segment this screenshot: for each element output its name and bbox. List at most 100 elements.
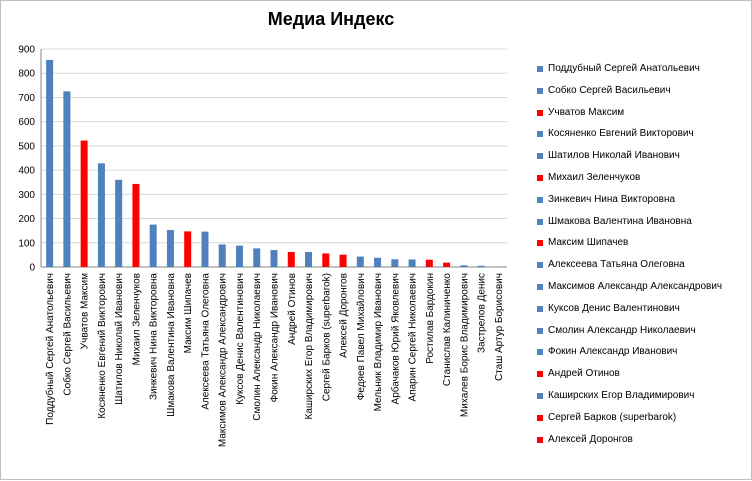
x-tick-label: Мельник Владимир Иванович [373,273,384,411]
x-tick-label: Сергей Барков (superbarok) [321,273,332,401]
x-tick-label: Каширских Егор Владимирович [304,273,315,419]
bar [288,252,295,267]
bar [374,258,381,267]
bar [236,246,243,267]
legend-label: Каширских Егор Владимирович [548,390,694,402]
legend-swatch [537,66,543,72]
x-tick-label: Максимов Александр Александрович [218,273,229,447]
y-tick-label: 300 [18,190,35,201]
legend-swatch [537,306,543,312]
legend-swatch [537,371,543,377]
legend-label: Фокин Александр Иванович [548,346,677,358]
legend-label: Шмакова Валентина Ивановна [548,216,692,228]
bar [184,231,191,267]
x-tick-label: Зинкевич Нина Викторовна [149,273,160,400]
x-tick-label: Фокин Александр Иванович [270,273,281,402]
x-tick-label: Михалев Борис Владимирович [459,273,470,417]
bar [340,255,347,267]
y-tick-label: 0 [29,263,35,274]
legend-label: Зинкевич Нина Викторовна [548,194,675,206]
x-tick-label: Косяненко Евгений Викторович [97,273,108,419]
legend-swatch [537,219,543,225]
bar [150,225,157,267]
x-tick-label: Сташ Артур Борисович [494,273,505,381]
x-tick-label: Федяев Павел Михайлович [356,273,367,400]
legend-swatch [537,88,543,94]
x-tick-label: Станислав Калиниченко [442,273,453,387]
x-tick-label: Шмакова Валентина Ивановна [166,273,177,417]
x-tick-label: Поддубный Сергей Анатольевич [44,273,56,425]
y-tick-label: 900 [18,45,35,56]
legend-label: Андрей Отинов [548,368,620,380]
legend-swatch [537,153,543,159]
legend-label: Сергей Барков (superbarok) [548,412,676,424]
x-tick-label: Шатилов Николай Иванович [114,273,125,405]
x-tick-label: Смолин Александр Николаевич [252,273,263,421]
y-tick-label: 200 [18,214,35,225]
x-tick-label: Алексеева Татьяна Олеговна [200,273,211,410]
bar [167,230,174,267]
legend-label: Максимов Александр Александрович [548,281,722,293]
legend-swatch [537,437,543,443]
legend-label: Косяненко Евгений Викторович [548,128,694,140]
legend-swatch [537,349,543,355]
legend-label: Михаил Зеленчуков [548,172,640,184]
bar [305,252,312,267]
legend-label: Алексеева Татьяна Олеговна [548,259,685,271]
bar [322,253,329,267]
legend-swatch [537,284,543,290]
bar [132,184,139,267]
x-tick-label: Андрей Отинов [287,273,298,345]
x-tick-label: Максим Шипачев [183,273,194,353]
legend-label: Куксов Денис Валентинович [548,303,680,315]
bar [478,266,485,267]
bar [409,259,416,267]
bar [98,163,105,267]
legend-swatch [537,415,543,421]
legend-swatch [537,240,543,246]
bar [443,263,450,267]
bar [219,244,226,267]
legend-label: Собко Сергей Васильевич [548,85,671,97]
y-tick-label: 700 [18,93,35,104]
x-tick-label: Куксов Денис Валентинович [235,273,246,405]
y-tick-label: 800 [18,69,35,80]
legend-swatch [537,131,543,137]
x-tick-label: Собко Сергей Васильевич [61,273,73,396]
bar [63,91,70,267]
x-tick-label: Учватов Максим [80,273,91,349]
legend-label: Алексей Доронгов [548,434,633,446]
y-tick-label: 600 [18,117,35,128]
legend-label: Учватов Максим [548,107,624,119]
y-tick-label: 400 [18,166,35,177]
legend-swatch [537,197,543,203]
x-tick-label: Застрелов Денис [477,273,488,353]
legend-label: Поддубный Сергей Анатольевич [548,63,700,75]
legend-swatch [537,393,543,399]
x-tick-label: Ростилав Бардокин [425,273,436,364]
legend-swatch [537,328,543,334]
bar [271,250,278,267]
bar [201,232,208,267]
bar [253,248,260,267]
x-tick-label: Алексей Доронгов [339,273,350,358]
bar [357,257,364,267]
legend-label: Максим Шипачев [548,237,628,249]
bar [391,259,398,267]
bar [460,265,467,267]
bar [81,141,88,267]
legend-swatch [537,110,543,116]
bar [115,180,122,267]
x-tick-label: Арбачаков Юрий Яковлевич [389,273,401,404]
x-tick-label: Апарин Сергей Николаевич [408,273,419,402]
bar [46,60,53,267]
legend-swatch [537,175,543,181]
y-tick-label: 500 [18,141,35,152]
y-tick-label: 100 [18,238,35,249]
legend-label: Шатилов Николай Иванович [548,150,680,162]
x-tick-label: Михаил Зеленчуков [131,273,142,365]
legend-label: Смолин Александр Николаевич [548,325,696,337]
legend-swatch [537,262,543,268]
bar [426,260,433,267]
